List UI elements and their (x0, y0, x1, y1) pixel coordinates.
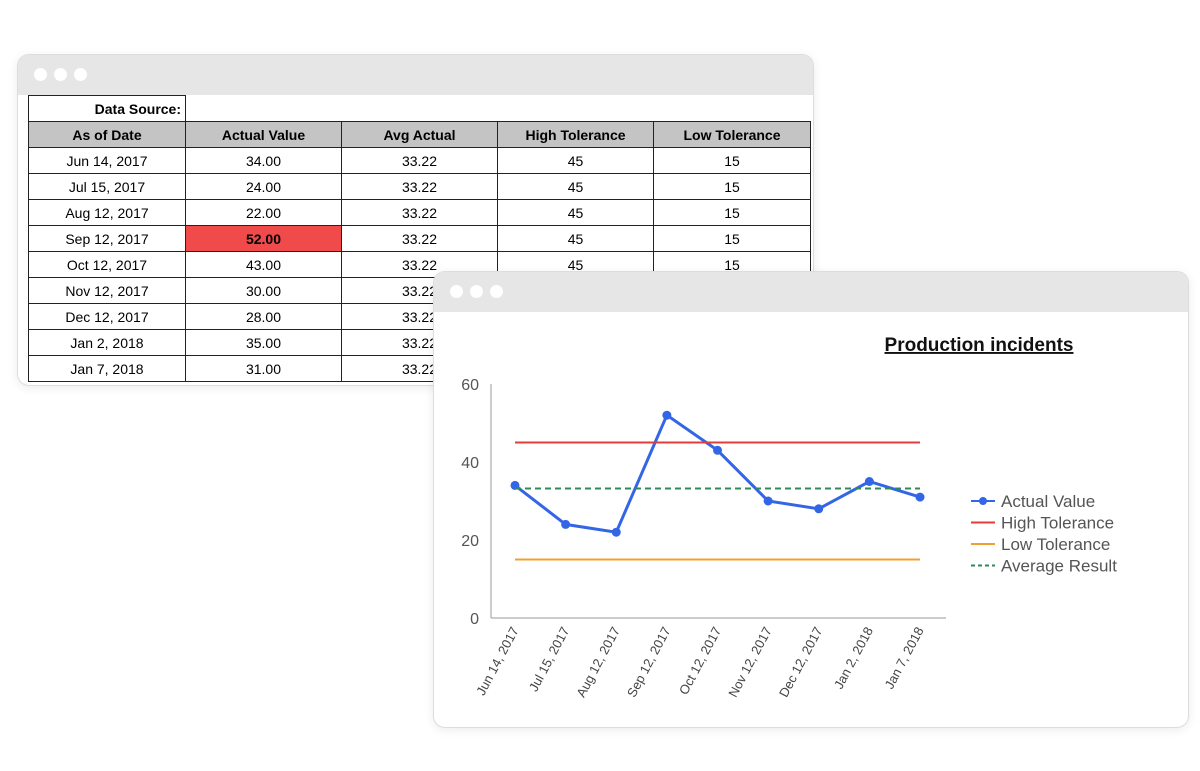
table-cell: Sep 12, 2017 (28, 225, 186, 252)
chart-window: Production incidents 0 20 40 60 Jun 14, 2017… (433, 271, 1189, 728)
table-cell: Oct 12, 2017 (28, 251, 186, 278)
title-bar (18, 55, 813, 95)
table-cell: 24.00 (185, 173, 342, 200)
column-header: As of Date (28, 121, 186, 148)
title-bar (434, 272, 1188, 312)
legend-label: Actual Value (1001, 492, 1095, 511)
x-tick-label: Dec 12, 2017 (776, 624, 826, 699)
data-point (814, 504, 824, 514)
table-cell: 52.00 (185, 225, 342, 252)
table-cell: 43.00 (185, 251, 342, 278)
column-header: High Tolerance (497, 121, 654, 148)
legend-label: High Tolerance (1001, 514, 1114, 533)
table-row: Jun 14, 2017 34.00 33.22 45 15 (28, 147, 811, 174)
table-cell: 45 (497, 147, 654, 174)
table-cell: Dec 12, 2017 (28, 303, 186, 330)
table-cell: 31.00 (185, 355, 342, 382)
data-point (864, 477, 874, 486)
legend-label: Low Tolerance (1001, 535, 1110, 554)
y-tick-label: 20 (461, 533, 479, 550)
table-cell: 45 (497, 199, 654, 226)
table-cell: 33.22 (341, 225, 498, 252)
table-cell: 15 (653, 225, 811, 252)
table-cell: 33.22 (341, 199, 498, 226)
table-cell: 33.22 (341, 147, 498, 174)
chart-title: Production incidents (885, 335, 1074, 356)
window-dot (54, 68, 67, 81)
x-tick-label: Sep 12, 2017 (624, 624, 674, 699)
x-tick-label: Aug 12, 2017 (573, 624, 623, 699)
chart: Production incidents 0 20 40 60 Jun 14, 2017… (461, 335, 1117, 700)
table-cell: 34.00 (185, 147, 342, 174)
series-line (514, 412, 921, 534)
column-header: Actual Value (185, 121, 342, 148)
x-tick-label: Jan 2, 2018 (831, 624, 876, 691)
window-dot (450, 285, 463, 298)
data-point (662, 410, 672, 420)
source-label: Data Source: (28, 95, 186, 122)
table-row: Jul 15, 2017 24.00 33.22 45 15 (28, 173, 811, 200)
table-cell: Nov 12, 2017 (28, 277, 186, 304)
table-cell: 35.00 (185, 329, 342, 356)
table-cell: Jan 2, 2018 (28, 329, 186, 356)
window-dot (74, 68, 87, 81)
table-cell: 30.00 (185, 277, 342, 304)
window-dot (34, 68, 47, 81)
table-cell: 15 (653, 173, 811, 200)
column-header: Avg Actual (341, 121, 498, 148)
data-point (611, 527, 621, 537)
table-cell: Jun 14, 2017 (28, 147, 186, 174)
table-cell: 45 (497, 173, 654, 200)
data-point (713, 445, 722, 455)
window-dot (470, 285, 483, 298)
window-dot (490, 285, 503, 298)
y-tick-label: 0 (470, 611, 479, 628)
table-cell: 28.00 (185, 303, 342, 330)
x-tick-label: Oct 12, 2017 (676, 624, 724, 697)
x-tick-label: Jun 14, 2017 (473, 624, 522, 697)
source-value (185, 95, 811, 122)
table-cell: Jan 7, 2018 (28, 355, 186, 382)
table-row: Aug 12, 2017 22.00 33.22 45 15 (28, 199, 811, 226)
data-point (915, 492, 925, 502)
column-header: Low Tolerance (653, 121, 811, 148)
table-cell: 22.00 (185, 199, 342, 226)
table-row: Sep 12, 2017 52.00 33.22 45 15 (28, 225, 811, 252)
source-row: Data Source: (28, 95, 811, 122)
table-cell: Jul 15, 2017 (28, 173, 186, 200)
legend-label: Average Result (1001, 557, 1117, 576)
legend-marker (979, 497, 987, 505)
x-tick-label: Jan 7, 2018 (882, 624, 927, 691)
table-cell: 15 (653, 147, 811, 174)
y-tick-label: 40 (461, 455, 479, 472)
data-point (561, 519, 571, 529)
table-cell: 45 (497, 225, 654, 252)
header-row: As of Date Actual Value Avg Actual High Tol… (28, 121, 811, 148)
table-cell: Aug 12, 2017 (28, 199, 186, 226)
data-point (763, 496, 773, 506)
x-tick-label: Nov 12, 2017 (725, 624, 775, 699)
y-tick-label: 60 (461, 377, 479, 394)
x-tick-label: Jul 15, 2017 (526, 624, 573, 694)
table-cell: 33.22 (341, 173, 498, 200)
table-cell: 15 (653, 199, 811, 226)
